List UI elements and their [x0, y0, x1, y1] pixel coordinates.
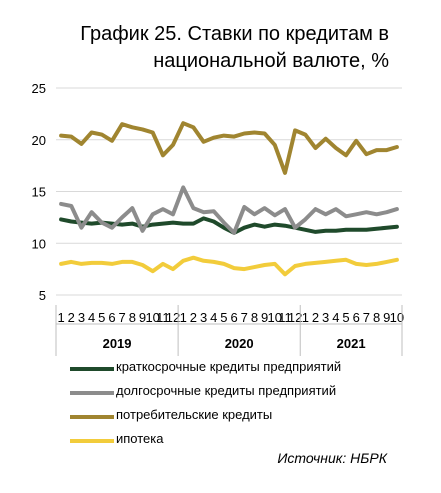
x-tick-label: 10 — [268, 310, 282, 325]
x-tick-label: 7 — [241, 310, 248, 325]
x-tick-label: 9 — [139, 310, 146, 325]
x-tick-label: 2 — [190, 310, 197, 325]
x-tick-label: 6 — [108, 310, 115, 325]
x-tick-label: 8 — [373, 310, 380, 325]
x-tick-label: 3 — [200, 310, 207, 325]
y-tick-label: 10 — [32, 236, 46, 251]
x-tick-label: 5 — [98, 310, 105, 325]
x-tick-label: 2 — [312, 310, 319, 325]
y-tick-label: 15 — [32, 185, 46, 200]
series-line-consumer — [59, 121, 399, 175]
x-tick-label: 5 — [220, 310, 227, 325]
x-tick-label: 4 — [210, 310, 217, 325]
x-tick-label: 7 — [119, 310, 126, 325]
x-tick-label: 1 — [180, 310, 187, 325]
year-label: 2019 — [103, 336, 132, 351]
x-tick-label: 8 — [251, 310, 258, 325]
y-axis-ticks: 5 10 15 20 25 — [32, 81, 46, 303]
legend-swatch-short-term — [70, 367, 114, 371]
x-tick-label: 9 — [261, 310, 268, 325]
legend-label-short-term: краткосрочные кредиты предприятий — [116, 359, 342, 374]
x-tick-label: 12 — [166, 310, 180, 325]
x-tick-label: 4 — [88, 310, 95, 325]
series-line-mortgage — [59, 255, 399, 277]
legend-swatch-consumer — [70, 415, 114, 419]
legend-swatch-long-term — [70, 391, 114, 395]
x-tick-label: 11 — [278, 310, 292, 325]
series-layer — [59, 121, 399, 277]
y-tick-label: 25 — [32, 81, 46, 96]
chart-title-line-1: График 25. Ставки по кредитам в — [80, 23, 389, 45]
x-tick-label: 10 — [390, 310, 404, 325]
legend-label-long-term: долгосрочные кредиты предприятий — [116, 383, 337, 398]
x-tick-label: 4 — [332, 310, 339, 325]
year-label: 2021 — [337, 336, 366, 351]
x-tick-label: 3 — [78, 310, 85, 325]
x-tick-label: 6 — [353, 310, 360, 325]
x-tick-label: 8 — [129, 310, 136, 325]
year-label: 2020 — [225, 336, 254, 351]
x-tick-label: 1 — [57, 310, 64, 325]
chart-title-line-2: национальной валюте, % — [153, 50, 389, 72]
series-line-long-term — [59, 185, 399, 235]
y-tick-label: 5 — [39, 288, 46, 303]
x-tick-label: 1 — [302, 310, 309, 325]
x-tick-label: 11 — [156, 310, 170, 325]
x-tick-label: 9 — [383, 310, 390, 325]
legend-label-consumer: потребительские кредиты — [116, 407, 273, 422]
x-tick-label: 12 — [288, 310, 302, 325]
x-tick-label: 7 — [363, 310, 370, 325]
source-note: Источник: НБРК — [277, 450, 387, 466]
x-tick-label: 10 — [145, 310, 159, 325]
legend-label-mortgage: ипотека — [116, 431, 164, 446]
legend-swatch-mortgage — [70, 439, 114, 443]
x-tick-label: 3 — [322, 310, 329, 325]
x-tick-label: 2 — [68, 310, 75, 325]
y-tick-label: 20 — [32, 133, 46, 148]
x-tick-label: 5 — [342, 310, 349, 325]
x-tick-label: 6 — [230, 310, 237, 325]
